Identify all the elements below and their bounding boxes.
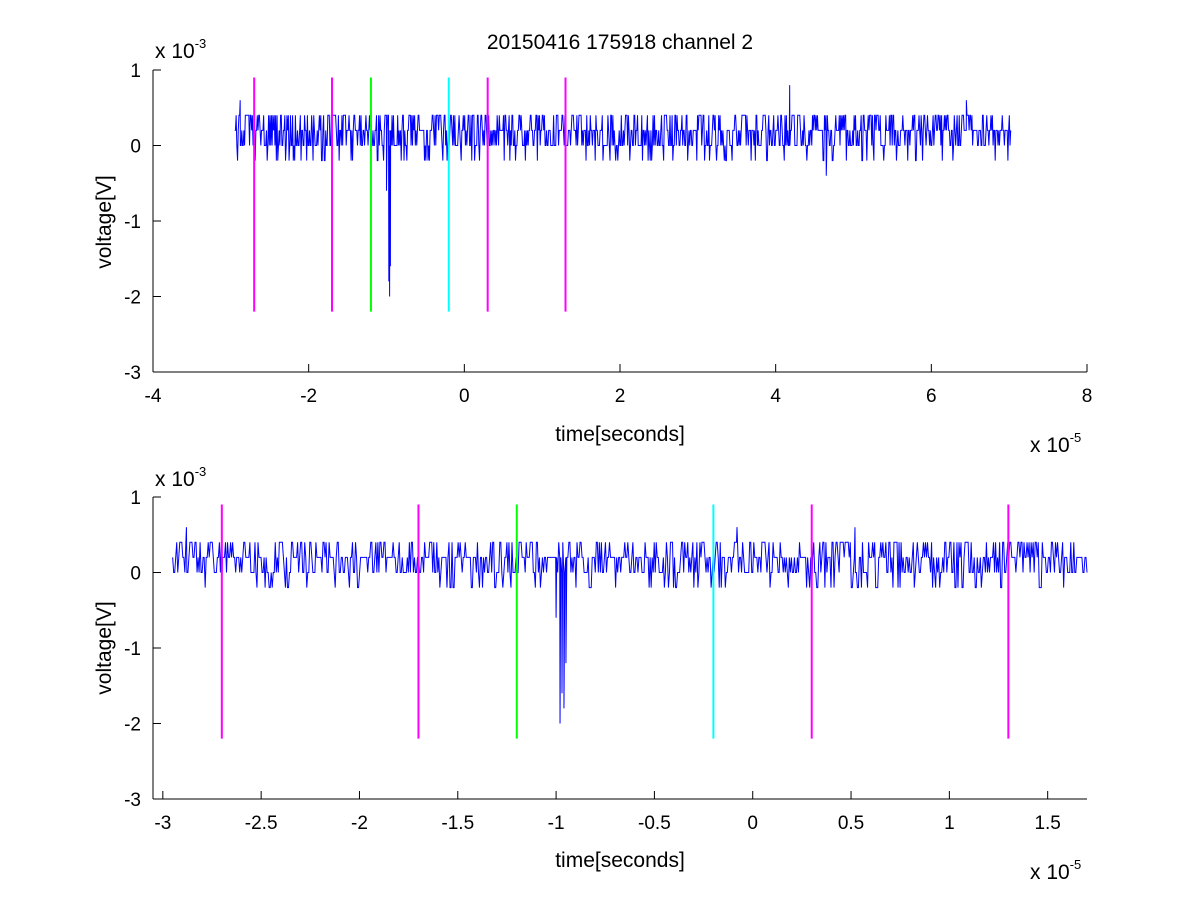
bottom-y-scale-exponent: -3 xyxy=(195,464,207,479)
top-y-scale-base: x 10 xyxy=(155,40,195,63)
svg-text:x 10-3: x 10-3 xyxy=(155,464,206,491)
svg-text:x 10-5: x 10-5 xyxy=(1030,857,1081,884)
bottom-x-tick-label: -0.5 xyxy=(638,813,671,834)
top-x-scale-base: x 10 xyxy=(1030,434,1070,457)
bottom-markers xyxy=(220,504,1010,739)
bottom-x-tick-label: -2.5 xyxy=(245,813,278,834)
top-x-scale-exponent: -5 xyxy=(1070,430,1082,445)
bottom-y-scale-base: x 10 xyxy=(155,468,195,491)
bottom-x-tick-label: -1 xyxy=(548,813,565,834)
top-y-tick-label: -2 xyxy=(124,288,141,309)
top-markers xyxy=(253,77,567,312)
bottom-voltage-trace xyxy=(172,527,1088,724)
top-y-tick-label: -3 xyxy=(124,363,141,384)
bottom-x-tick-label: 1.5 xyxy=(1034,813,1060,834)
bottom-x-tick-label: 1 xyxy=(944,813,955,834)
bottom-x-tick-label: -3 xyxy=(154,813,171,834)
bottom-subplot: x 10-3 -3 -2.5 -2 -1.5 -1 -0.5 0 0.5 1 1.5-3-2-10… xyxy=(93,464,1088,884)
svg-text:x 10-3: x 10-3 xyxy=(155,36,206,63)
top-y-tick-label: 1 xyxy=(130,61,141,82)
bottom-x-tick-label: 0.5 xyxy=(838,813,864,834)
top-y-scale-label: x 10-3 xyxy=(155,36,206,63)
top-x-tick-label: 6 xyxy=(926,386,937,407)
bottom-y-scale-label: x 10-3 xyxy=(155,464,206,491)
bottom-y-tick-label: -2 xyxy=(124,715,141,736)
top-x-tick-label: 0 xyxy=(459,386,470,407)
top-y-tick-label: 0 xyxy=(130,137,141,158)
top-voltage-trace xyxy=(234,85,1012,297)
top-traces xyxy=(234,85,1012,297)
top-y-axis-label: voltage[V] xyxy=(93,175,116,268)
top-x-scale-label: x 10-5 xyxy=(1030,430,1081,457)
bottom-x-tick-label: -1.5 xyxy=(441,813,474,834)
top-x-axis-label: time[seconds] xyxy=(555,423,685,446)
bottom-x-tick-label: -2 xyxy=(351,813,368,834)
bottom-y-axis-label: voltage[V] xyxy=(93,601,116,694)
bottom-y-tick-label: -3 xyxy=(124,790,141,811)
top-subplot: 20150416 175918 channel 2 x 10-3 -4 -2 0 2 4… xyxy=(93,31,1092,457)
bottom-x-tick-label: 0 xyxy=(747,813,758,834)
bottom-x-axis-label: time[seconds] xyxy=(555,849,685,872)
bottom-traces xyxy=(172,527,1088,724)
svg-text:x 10-5: x 10-5 xyxy=(1030,430,1081,457)
top-x-tick-label: -4 xyxy=(145,386,162,407)
top-y-tick-label: -1 xyxy=(124,212,141,233)
bottom-x-scale-base: x 10 xyxy=(1030,861,1070,884)
bottom-x-scale-exponent: -5 xyxy=(1070,857,1082,872)
top-x-tick-label: 8 xyxy=(1082,386,1093,407)
bottom-ticks: -3 -2.5 -2 -1.5 -1 -0.5 0 0.5 1 1.5 -3 -2 -1 0 1 xyxy=(124,488,1061,834)
top-ticks: -4 -2 0 2 4 6 8 -3 -2 -1 0 1 xyxy=(124,61,1092,407)
top-y-scale-exponent: -3 xyxy=(195,36,207,51)
bottom-y-tick-label: -1 xyxy=(124,639,141,660)
bottom-y-tick-label: 1 xyxy=(130,488,141,509)
top-x-tick-label: 2 xyxy=(615,386,626,407)
top-x-tick-label: -2 xyxy=(300,386,317,407)
bottom-x-scale-label: x 10-5 xyxy=(1030,857,1081,884)
bottom-y-tick-label: 0 xyxy=(130,564,141,585)
top-chart-title: 20150416 175918 channel 2 xyxy=(487,31,753,54)
top-x-tick-label: 4 xyxy=(770,386,781,407)
